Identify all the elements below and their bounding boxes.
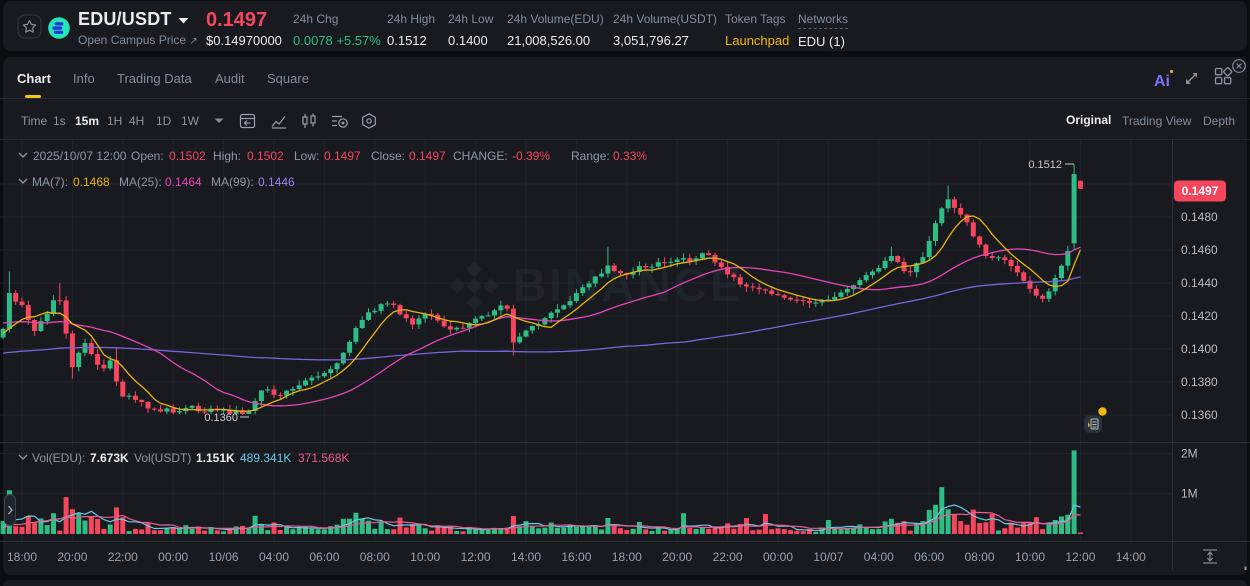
svg-text:08:00: 08:00 <box>965 550 995 564</box>
svg-text:Open:: Open: <box>131 149 164 163</box>
svg-text:04:00: 04:00 <box>259 550 289 564</box>
svg-text:10/06: 10/06 <box>209 550 239 564</box>
svg-text:22:00: 22:00 <box>713 550 743 564</box>
svg-text:22:00: 22:00 <box>108 550 138 564</box>
svg-text:2025/10/07 12:00: 2025/10/07 12:00 <box>33 149 127 163</box>
svg-text:08:00: 08:00 <box>360 550 390 564</box>
svg-text:Close:: Close: <box>371 149 405 163</box>
svg-text:371.568K: 371.568K <box>298 451 349 465</box>
svg-text:Vol(USDT): Vol(USDT) <box>134 451 191 465</box>
svg-text:16:00: 16:00 <box>561 550 591 564</box>
svg-text:0.1380: 0.1380 <box>1181 375 1218 389</box>
svg-text:18:00: 18:00 <box>7 550 37 564</box>
svg-text:0.1497: 0.1497 <box>409 149 446 163</box>
svg-text:MA(99):: MA(99): <box>211 175 254 189</box>
svg-text:0.1502: 0.1502 <box>169 149 206 163</box>
svg-text:7.673K: 7.673K <box>90 451 129 465</box>
svg-text:0.1400: 0.1400 <box>1181 342 1218 356</box>
svg-text:0.1420: 0.1420 <box>1181 309 1218 323</box>
svg-text:Range:: Range: <box>571 149 610 163</box>
svg-text:MA(25):: MA(25): <box>119 175 162 189</box>
svg-text:0.1512: 0.1512 <box>1028 159 1062 171</box>
svg-text:14:00: 14:00 <box>511 550 541 564</box>
svg-text:0.1468: 0.1468 <box>73 175 110 189</box>
svg-text:0.1360: 0.1360 <box>204 412 238 424</box>
svg-text:18:00: 18:00 <box>612 550 642 564</box>
svg-text:10:00: 10:00 <box>1015 550 1045 564</box>
svg-text:1M: 1M <box>1181 487 1198 501</box>
svg-text:2M: 2M <box>1181 447 1198 461</box>
svg-text:0.1440: 0.1440 <box>1181 276 1218 290</box>
svg-text:14:00: 14:00 <box>1116 550 1146 564</box>
svg-text:0.1502: 0.1502 <box>247 149 284 163</box>
svg-text:04:00: 04:00 <box>864 550 894 564</box>
svg-text:0.1480: 0.1480 <box>1181 210 1218 224</box>
svg-text:Low:: Low: <box>294 149 319 163</box>
svg-text:0.1497: 0.1497 <box>324 149 361 163</box>
svg-text:0.1464: 0.1464 <box>165 175 202 189</box>
svg-text:0.1497: 0.1497 <box>1182 184 1219 198</box>
svg-text:0.1460: 0.1460 <box>1181 243 1218 257</box>
svg-text:00:00: 00:00 <box>158 550 188 564</box>
svg-text:MA(7):: MA(7): <box>32 175 68 189</box>
svg-text:CHANGE:: CHANGE: <box>453 149 508 163</box>
svg-text:489.341K: 489.341K <box>240 451 291 465</box>
svg-text:0.33%: 0.33% <box>613 149 647 163</box>
svg-text:06:00: 06:00 <box>914 550 944 564</box>
svg-text:10/07: 10/07 <box>813 550 843 564</box>
svg-text:0.1360: 0.1360 <box>1181 408 1218 422</box>
svg-text:12:00: 12:00 <box>461 550 491 564</box>
svg-text:06:00: 06:00 <box>309 550 339 564</box>
svg-text:Vol(EDU):: Vol(EDU): <box>32 451 85 465</box>
svg-text:0.1446: 0.1446 <box>258 175 295 189</box>
svg-text:12:00: 12:00 <box>1065 550 1095 564</box>
svg-text:High:: High: <box>213 149 241 163</box>
svg-text:BINANCE: BINANCE <box>513 259 744 311</box>
svg-text:00:00: 00:00 <box>763 550 793 564</box>
svg-text:1.151K: 1.151K <box>196 451 235 465</box>
svg-text:20:00: 20:00 <box>662 550 692 564</box>
svg-text:-0.39%: -0.39% <box>512 149 550 163</box>
svg-text:Ai: Ai <box>1154 73 1170 90</box>
svg-text:10:00: 10:00 <box>410 550 440 564</box>
svg-text:20:00: 20:00 <box>57 550 87 564</box>
